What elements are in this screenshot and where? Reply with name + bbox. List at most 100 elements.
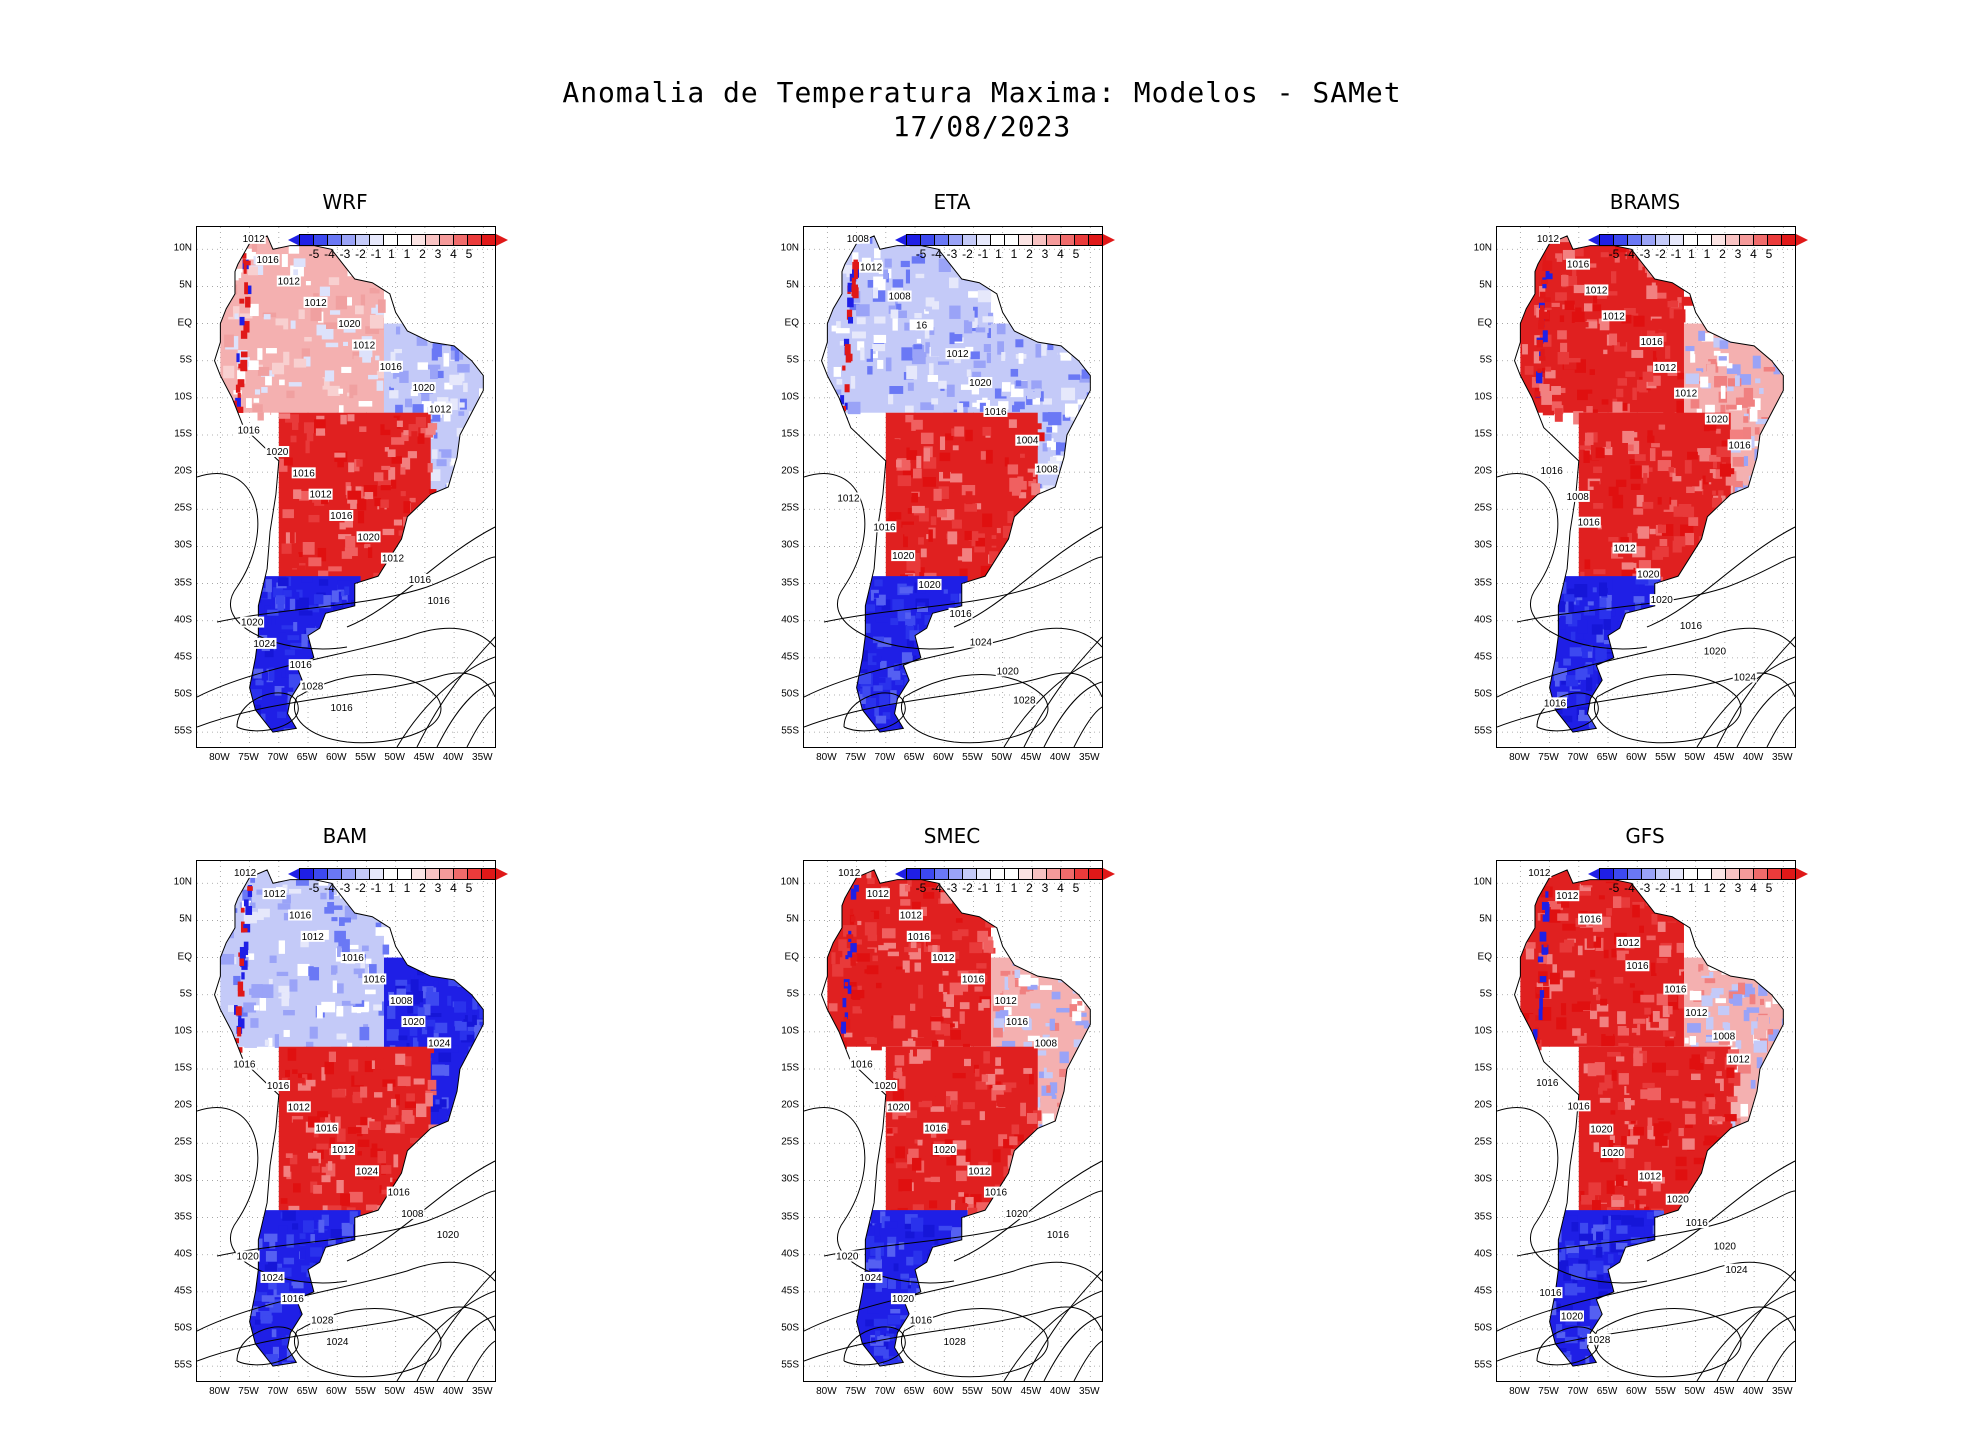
anomaly-cell: [1613, 976, 1624, 984]
isobar-label-bg: [1527, 866, 1552, 878]
anomaly-cell: [886, 1070, 897, 1076]
anomaly-cell: [864, 1036, 875, 1041]
anomaly-cell: [355, 1353, 370, 1363]
anomaly-cell: [377, 479, 389, 486]
anomaly-cell: [489, 997, 493, 1005]
anomaly-cell: [1601, 399, 1609, 405]
anomaly-cell: [359, 675, 374, 687]
anomaly-cell: [1657, 524, 1667, 534]
anomaly-cell: [951, 1360, 965, 1367]
isobar-label-bg: [1033, 1037, 1058, 1049]
legend-tick-label: -5: [308, 247, 320, 261]
anomaly-cell: [1096, 422, 1102, 431]
anomaly-cell: [1670, 1144, 1682, 1151]
anomaly-cell: [305, 908, 319, 916]
anomaly-cell: [1537, 368, 1542, 373]
legend-swatch: [962, 868, 977, 880]
isobar: [197, 1306, 495, 1362]
anomaly-cell: [236, 1007, 248, 1017]
anomaly-cell: [1771, 1063, 1783, 1078]
anomaly-cell: [1608, 536, 1619, 542]
anomaly-cell: [964, 530, 972, 541]
isobar-label-bg: [983, 405, 1008, 417]
anomaly-cell: [1599, 594, 1612, 601]
anomaly-cell: [1763, 1068, 1770, 1076]
anomaly-cell: [1078, 1063, 1083, 1070]
anomaly-cell: [1764, 1104, 1771, 1111]
anomaly-cell: [257, 908, 270, 918]
anomaly-cell: [852, 1006, 862, 1014]
anomaly-cell: [845, 354, 852, 363]
isobar: [1594, 1308, 1742, 1378]
map-frame: 1012 1012 1012 1016 1012 1016 1012 1016 1008 1016…: [803, 860, 1103, 1382]
anomaly-cell: [367, 596, 374, 606]
anomaly-field: [1516, 869, 1784, 1367]
anomaly-cell: [856, 304, 870, 317]
anomaly-cell: [293, 258, 306, 268]
anomaly-cell: [1640, 465, 1649, 478]
anomaly-cell: [377, 299, 386, 313]
anomaly-cell: [1579, 709, 1585, 721]
anomaly-cell: [1095, 1074, 1100, 1081]
anomaly-cell: [1588, 890, 1595, 899]
anomaly-cell: [1726, 1123, 1733, 1131]
anomaly-cell: [428, 1048, 435, 1054]
anomaly-cell: [1651, 443, 1660, 448]
anomaly-cell: [355, 682, 361, 690]
anomaly-cell: [463, 453, 475, 466]
legend-swatch: [1781, 234, 1796, 246]
isobar-label: 1020: [1706, 414, 1729, 425]
anomaly-cell: [1604, 1074, 1613, 1089]
anomaly-cell: [269, 1299, 283, 1313]
anomaly-cell: [895, 679, 904, 686]
anomaly-cell: [1718, 959, 1727, 965]
anomaly-cell: [331, 965, 338, 975]
anomaly-cell: [352, 1091, 363, 1104]
anomaly-cell: [852, 261, 860, 272]
anomaly-cell: [1624, 726, 1637, 733]
anomaly-cell: [911, 1029, 918, 1038]
anomaly-cell: [1033, 1223, 1046, 1232]
anomaly-cell: [1749, 408, 1758, 422]
anomaly-cell: [256, 241, 265, 255]
anomaly-cell: [906, 447, 918, 460]
anomaly-cell: [1574, 584, 1588, 598]
anomaly-cell: [1605, 661, 1612, 666]
anomaly-cell: [1009, 1136, 1018, 1146]
anomaly-cell: [952, 651, 965, 661]
anomaly-cell: [1534, 247, 1543, 255]
anomaly-cell: [441, 498, 456, 508]
anomaly-cell: [281, 543, 292, 554]
anomaly-cell: [369, 314, 384, 329]
anomaly-cell: [950, 1100, 958, 1112]
anomaly-cell: [1750, 398, 1761, 411]
legend-swatch: [1004, 234, 1019, 246]
anomaly-cell: [360, 1262, 367, 1275]
anomaly-cell: [231, 465, 239, 472]
anomaly-cell: [867, 1307, 879, 1314]
anomaly-cell: [404, 398, 413, 408]
anomaly-cell: [457, 1097, 466, 1111]
anomaly-cell: [1661, 496, 1670, 510]
anomaly-cell: [1704, 1056, 1714, 1065]
anomaly-cell: [1780, 329, 1784, 337]
isobar-label: 1012: [1639, 1171, 1662, 1182]
anomaly-cell: [827, 1194, 832, 1203]
anomaly-cell: [289, 598, 296, 611]
isobar-label: 1016: [1680, 621, 1703, 632]
isobar: [1736, 1315, 1795, 1381]
anomaly-cell: [965, 736, 972, 742]
anomaly-cell: [281, 992, 290, 1007]
anomaly-cell: [892, 599, 904, 612]
anomaly-cell: [1640, 994, 1655, 1003]
anomaly-cell: [285, 1153, 293, 1158]
anomaly-cell: [1052, 455, 1064, 462]
anomaly-cell: [886, 1325, 896, 1331]
legend-swatch: [1599, 868, 1614, 880]
anomaly-cell: [353, 395, 358, 410]
anomaly-cell: [893, 1015, 906, 1029]
isobar-label: 1012: [1617, 938, 1640, 949]
anomaly-cell: [1561, 274, 1569, 287]
anomaly-cell: [879, 1277, 888, 1289]
anomaly-cell: [1632, 387, 1637, 400]
